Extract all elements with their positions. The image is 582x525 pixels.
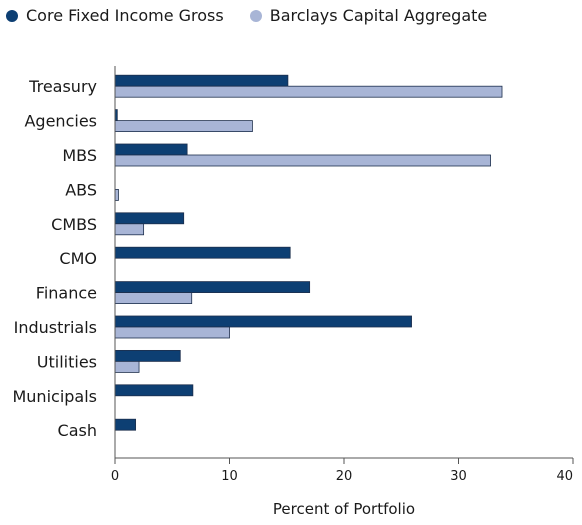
x-tick-label: 30 <box>450 469 467 484</box>
bar-core-cmbs <box>114 212 185 225</box>
x-tick-label: 40 <box>556 469 573 484</box>
bar-barclays-treasury <box>114 85 503 98</box>
legend-swatch-barclays <box>249 9 262 22</box>
x-tick-label: 0 <box>111 469 119 484</box>
bar-core-industrials <box>114 315 412 328</box>
bar-core-treasury <box>114 74 289 87</box>
category-label-mbs: MBS <box>62 146 97 165</box>
bar-core-cash <box>114 418 137 431</box>
bar-core-utilities <box>114 349 181 362</box>
x-tick-label: 10 <box>221 469 238 484</box>
category-label-finance: Finance <box>36 284 97 303</box>
category-label-industrials: Industrials <box>14 318 97 337</box>
category-label-abs: ABS <box>65 180 97 199</box>
bar-barclays-mbs <box>114 154 491 167</box>
bar-core-finance <box>114 281 311 294</box>
bar-core-cmo <box>114 246 291 259</box>
bars-group <box>114 74 503 431</box>
bar-barclays-abs <box>114 188 119 201</box>
bar-barclays-utilities <box>114 360 140 373</box>
legend-item-core: Core Fixed Income Gross <box>6 6 224 25</box>
category-label-cash: Cash <box>58 421 97 440</box>
x-tick-label: 20 <box>336 469 353 484</box>
legend-item-barclays: Barclays Capital Aggregate <box>249 6 488 25</box>
bar-core-municipals <box>114 384 194 397</box>
bar-barclays-cmbs <box>114 223 145 236</box>
legend: Core Fixed Income Gross Barclays Capital… <box>6 6 487 25</box>
category-label-cmbs: CMBS <box>51 215 97 234</box>
bar-core-mbs <box>114 143 188 156</box>
category-label-cmo: CMO <box>59 249 97 268</box>
legend-swatch-core <box>6 9 18 22</box>
bar-barclays-finance <box>114 292 193 305</box>
category-label-municipals: Municipals <box>12 387 97 406</box>
legend-label-core: Core Fixed Income Gross <box>26 6 224 25</box>
category-label-agencies: Agencies <box>24 112 97 131</box>
x-axis-title: Percent of Portfolio <box>273 500 415 518</box>
category-label-treasury: Treasury <box>28 77 97 96</box>
bar-barclays-agencies <box>114 120 253 132</box>
category-label-utilities: Utilities <box>37 352 97 371</box>
bar-barclays-industrials <box>114 326 230 339</box>
x-ticks-group: 0 10 20 30 40 <box>111 458 574 484</box>
category-labels-group: Treasury Agencies MBS ABS CMBS CMO Finance Indu… <box>12 77 97 440</box>
legend-label-barclays: Barclays Capital Aggregate <box>269 6 488 25</box>
